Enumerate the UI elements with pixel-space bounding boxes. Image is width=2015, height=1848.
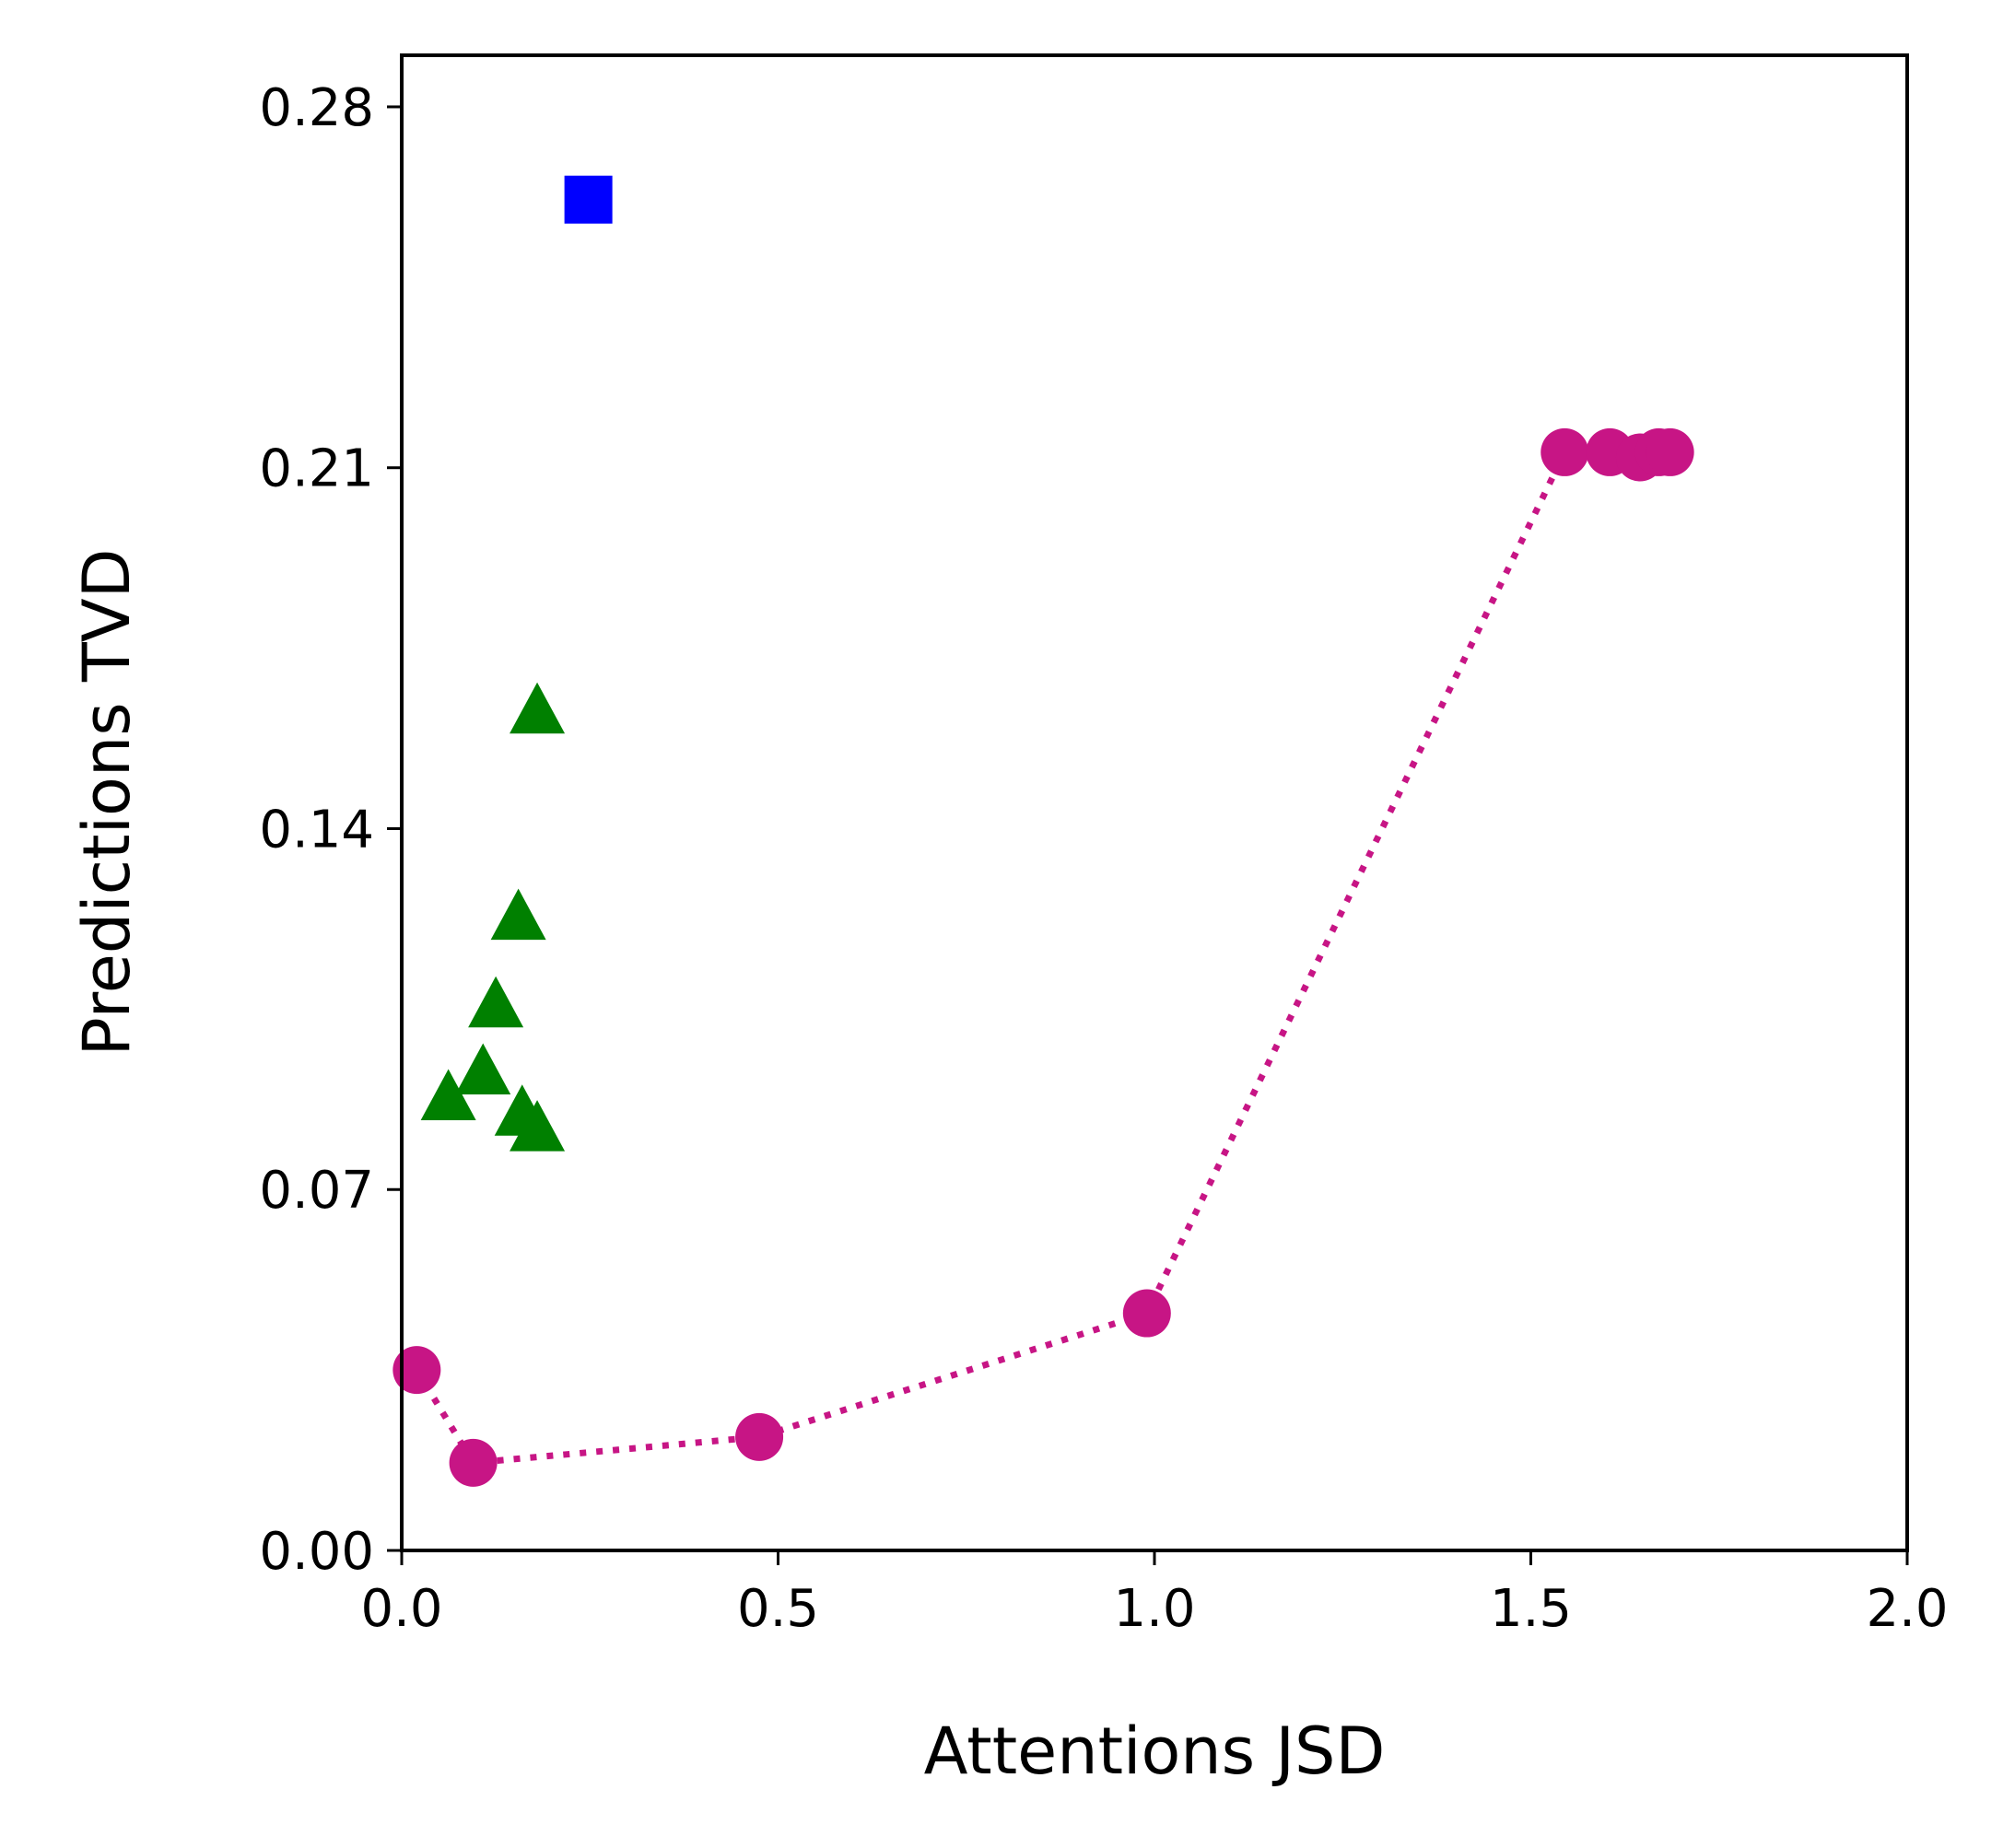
circle-point	[1646, 427, 1694, 476]
y-axis-label: Predictions TVD	[69, 548, 145, 1056]
circle-point	[1122, 1289, 1171, 1338]
y-tick-label: 0.07	[259, 1161, 374, 1221]
x-tick-label: 1.0	[1113, 1579, 1195, 1639]
plot-marks	[392, 175, 1694, 1487]
circle-point	[392, 1346, 441, 1395]
x-tick-label: 1.5	[1490, 1579, 1572, 1639]
triangle-point	[510, 682, 566, 734]
y-tick-label: 0.28	[259, 78, 374, 138]
x-axis-ticks: 0.0 0.5 1.0 1.5 2.0	[360, 1550, 1949, 1639]
triangle-point	[510, 1100, 566, 1152]
circle-point	[449, 1438, 498, 1487]
circle-point	[735, 1412, 784, 1461]
triangle-point	[490, 888, 546, 941]
x-tick-label: 0.5	[737, 1579, 819, 1639]
x-tick-label: 2.0	[1866, 1579, 1948, 1639]
triangle-point	[468, 976, 524, 1028]
circles-series-line	[414, 449, 1670, 1467]
y-tick-label: 0.14	[259, 800, 374, 860]
triangle-point	[420, 1069, 476, 1121]
x-axis-label: Attentions JSD	[924, 1713, 1386, 1789]
square-point	[564, 175, 613, 224]
circle-point	[1541, 427, 1589, 476]
y-tick-label: 0.00	[259, 1522, 374, 1582]
triangle-point	[455, 1043, 511, 1095]
y-tick-label: 0.21	[259, 439, 374, 499]
y-axis-ticks: 0.00 0.07 0.14 0.21 0.28	[259, 78, 402, 1582]
x-tick-label: 0.0	[360, 1579, 442, 1639]
